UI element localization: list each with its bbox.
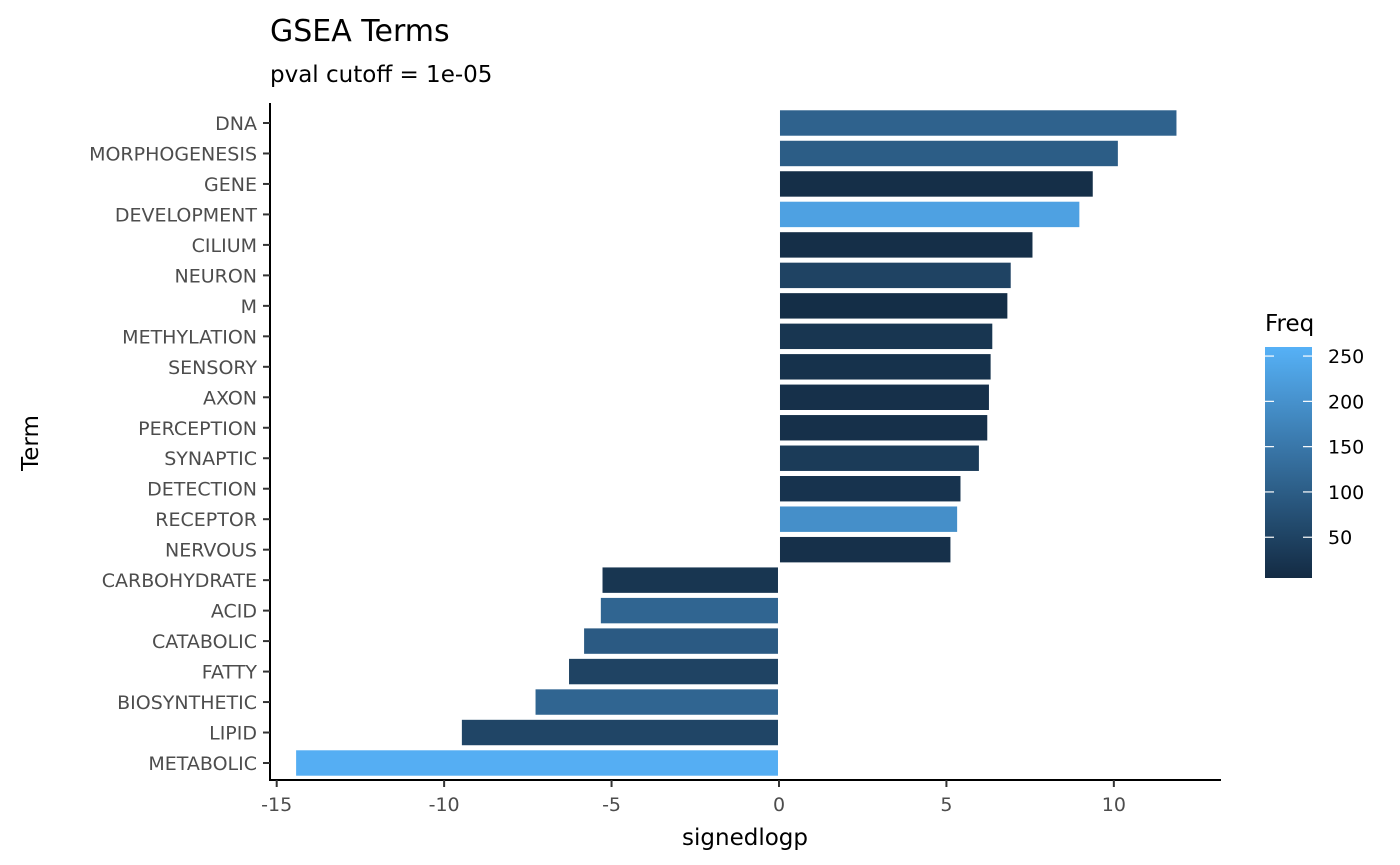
chart-title: GSEA Terms: [270, 14, 450, 49]
y-tick-label-gene: GENE: [204, 174, 257, 196]
y-tick-label-perception: PERCEPTION: [138, 418, 257, 440]
legend-tick-label: 100: [1328, 482, 1364, 504]
bar-axon: [777, 382, 991, 413]
bar-gene: [777, 169, 1095, 199]
bar-cilium: [777, 230, 1035, 260]
y-tick-label-biosynthetic: BIOSYNTHETIC: [117, 692, 257, 714]
y-axis: DNA MORPHOGENESIS GENE DEVELOPMENT CILIUM NEU…: [89, 103, 271, 781]
x-tick-label: 0: [773, 794, 785, 816]
x-tick-label: 5: [940, 794, 952, 816]
y-tick-label-dna: DNA: [215, 113, 257, 135]
bar-carbohydrate: [600, 565, 780, 595]
bar-metabolic: [294, 748, 780, 778]
legend-colorbar: [1265, 347, 1312, 578]
y-tick-label-fatty: FATTY: [202, 662, 258, 684]
bar-m: [777, 291, 1010, 321]
y-tick-label-development: DEVELOPMENT: [115, 204, 258, 226]
y-tick-label-carbohydrate: CARBOHYDRATE: [102, 570, 257, 592]
bar-nervous: [777, 534, 953, 565]
bar-methylation: [777, 321, 995, 352]
y-tick-label-catabolic: CATABOLIC: [152, 631, 257, 653]
bar-acid: [598, 595, 780, 626]
y-tick-label-methylation: METHYLATION: [122, 326, 257, 348]
y-tick-label-cilium: CILIUM: [192, 235, 257, 257]
bar-neuron: [777, 260, 1013, 291]
legend-tick-label: 150: [1328, 437, 1364, 459]
bar-perception: [777, 413, 990, 443]
bar-development: [777, 199, 1082, 230]
y-tick-label-lipid: LIPID: [209, 723, 257, 745]
x-tick-label: 10: [1102, 794, 1126, 816]
bar-detection: [777, 474, 963, 504]
bar-morphogenesis: [777, 138, 1120, 169]
y-tick-label-acid: ACID: [211, 601, 257, 623]
x-tick-label: -5: [602, 794, 621, 816]
y-tick-label-axon: AXON: [203, 387, 257, 409]
bar-fatty: [567, 656, 780, 687]
chart-subtitle: pval cutoff = 1e-05: [270, 62, 492, 88]
legend-tick-label: 250: [1328, 346, 1364, 368]
y-axis-title: Term: [18, 415, 44, 472]
legend-tick-label: 50: [1328, 527, 1352, 549]
y-tick-label-morphogenesis: MORPHOGENESIS: [89, 143, 257, 165]
y-tick-label-metabolic: METABOLIC: [148, 753, 257, 775]
bar-sensory: [777, 352, 993, 382]
legend-ticks: 50 100 150 200 250: [1265, 346, 1364, 549]
bar-lipid: [459, 717, 780, 748]
legend-title: Freq: [1265, 311, 1314, 337]
y-tick-label-sensory: SENSORY: [168, 357, 257, 379]
bar-catabolic: [582, 626, 780, 656]
x-axis-title: signedlogp: [682, 825, 808, 851]
x-tick-label: -10: [429, 794, 460, 816]
y-tick-label-detection: DETECTION: [147, 479, 257, 501]
y-tick-label-nervous: NERVOUS: [165, 540, 257, 562]
x-tick-label: -15: [261, 794, 292, 816]
y-tick-label-neuron: NEURON: [175, 265, 258, 287]
x-axis: -15 -10 -5 0 5 10: [261, 779, 1221, 816]
bars-group: [294, 108, 1179, 778]
bar-synaptic: [777, 443, 981, 473]
bar-receptor: [777, 504, 960, 534]
legend-tick-label: 200: [1328, 391, 1364, 413]
bar-dna: [777, 108, 1179, 138]
y-tick-label-receptor: RECEPTOR: [155, 509, 257, 531]
legend: Freq 50 100 150 200 250: [1265, 311, 1364, 578]
bar-biosynthetic: [533, 687, 780, 717]
y-tick-label-m: M: [241, 296, 257, 318]
y-tick-label-synaptic: SYNAPTIC: [164, 448, 257, 470]
